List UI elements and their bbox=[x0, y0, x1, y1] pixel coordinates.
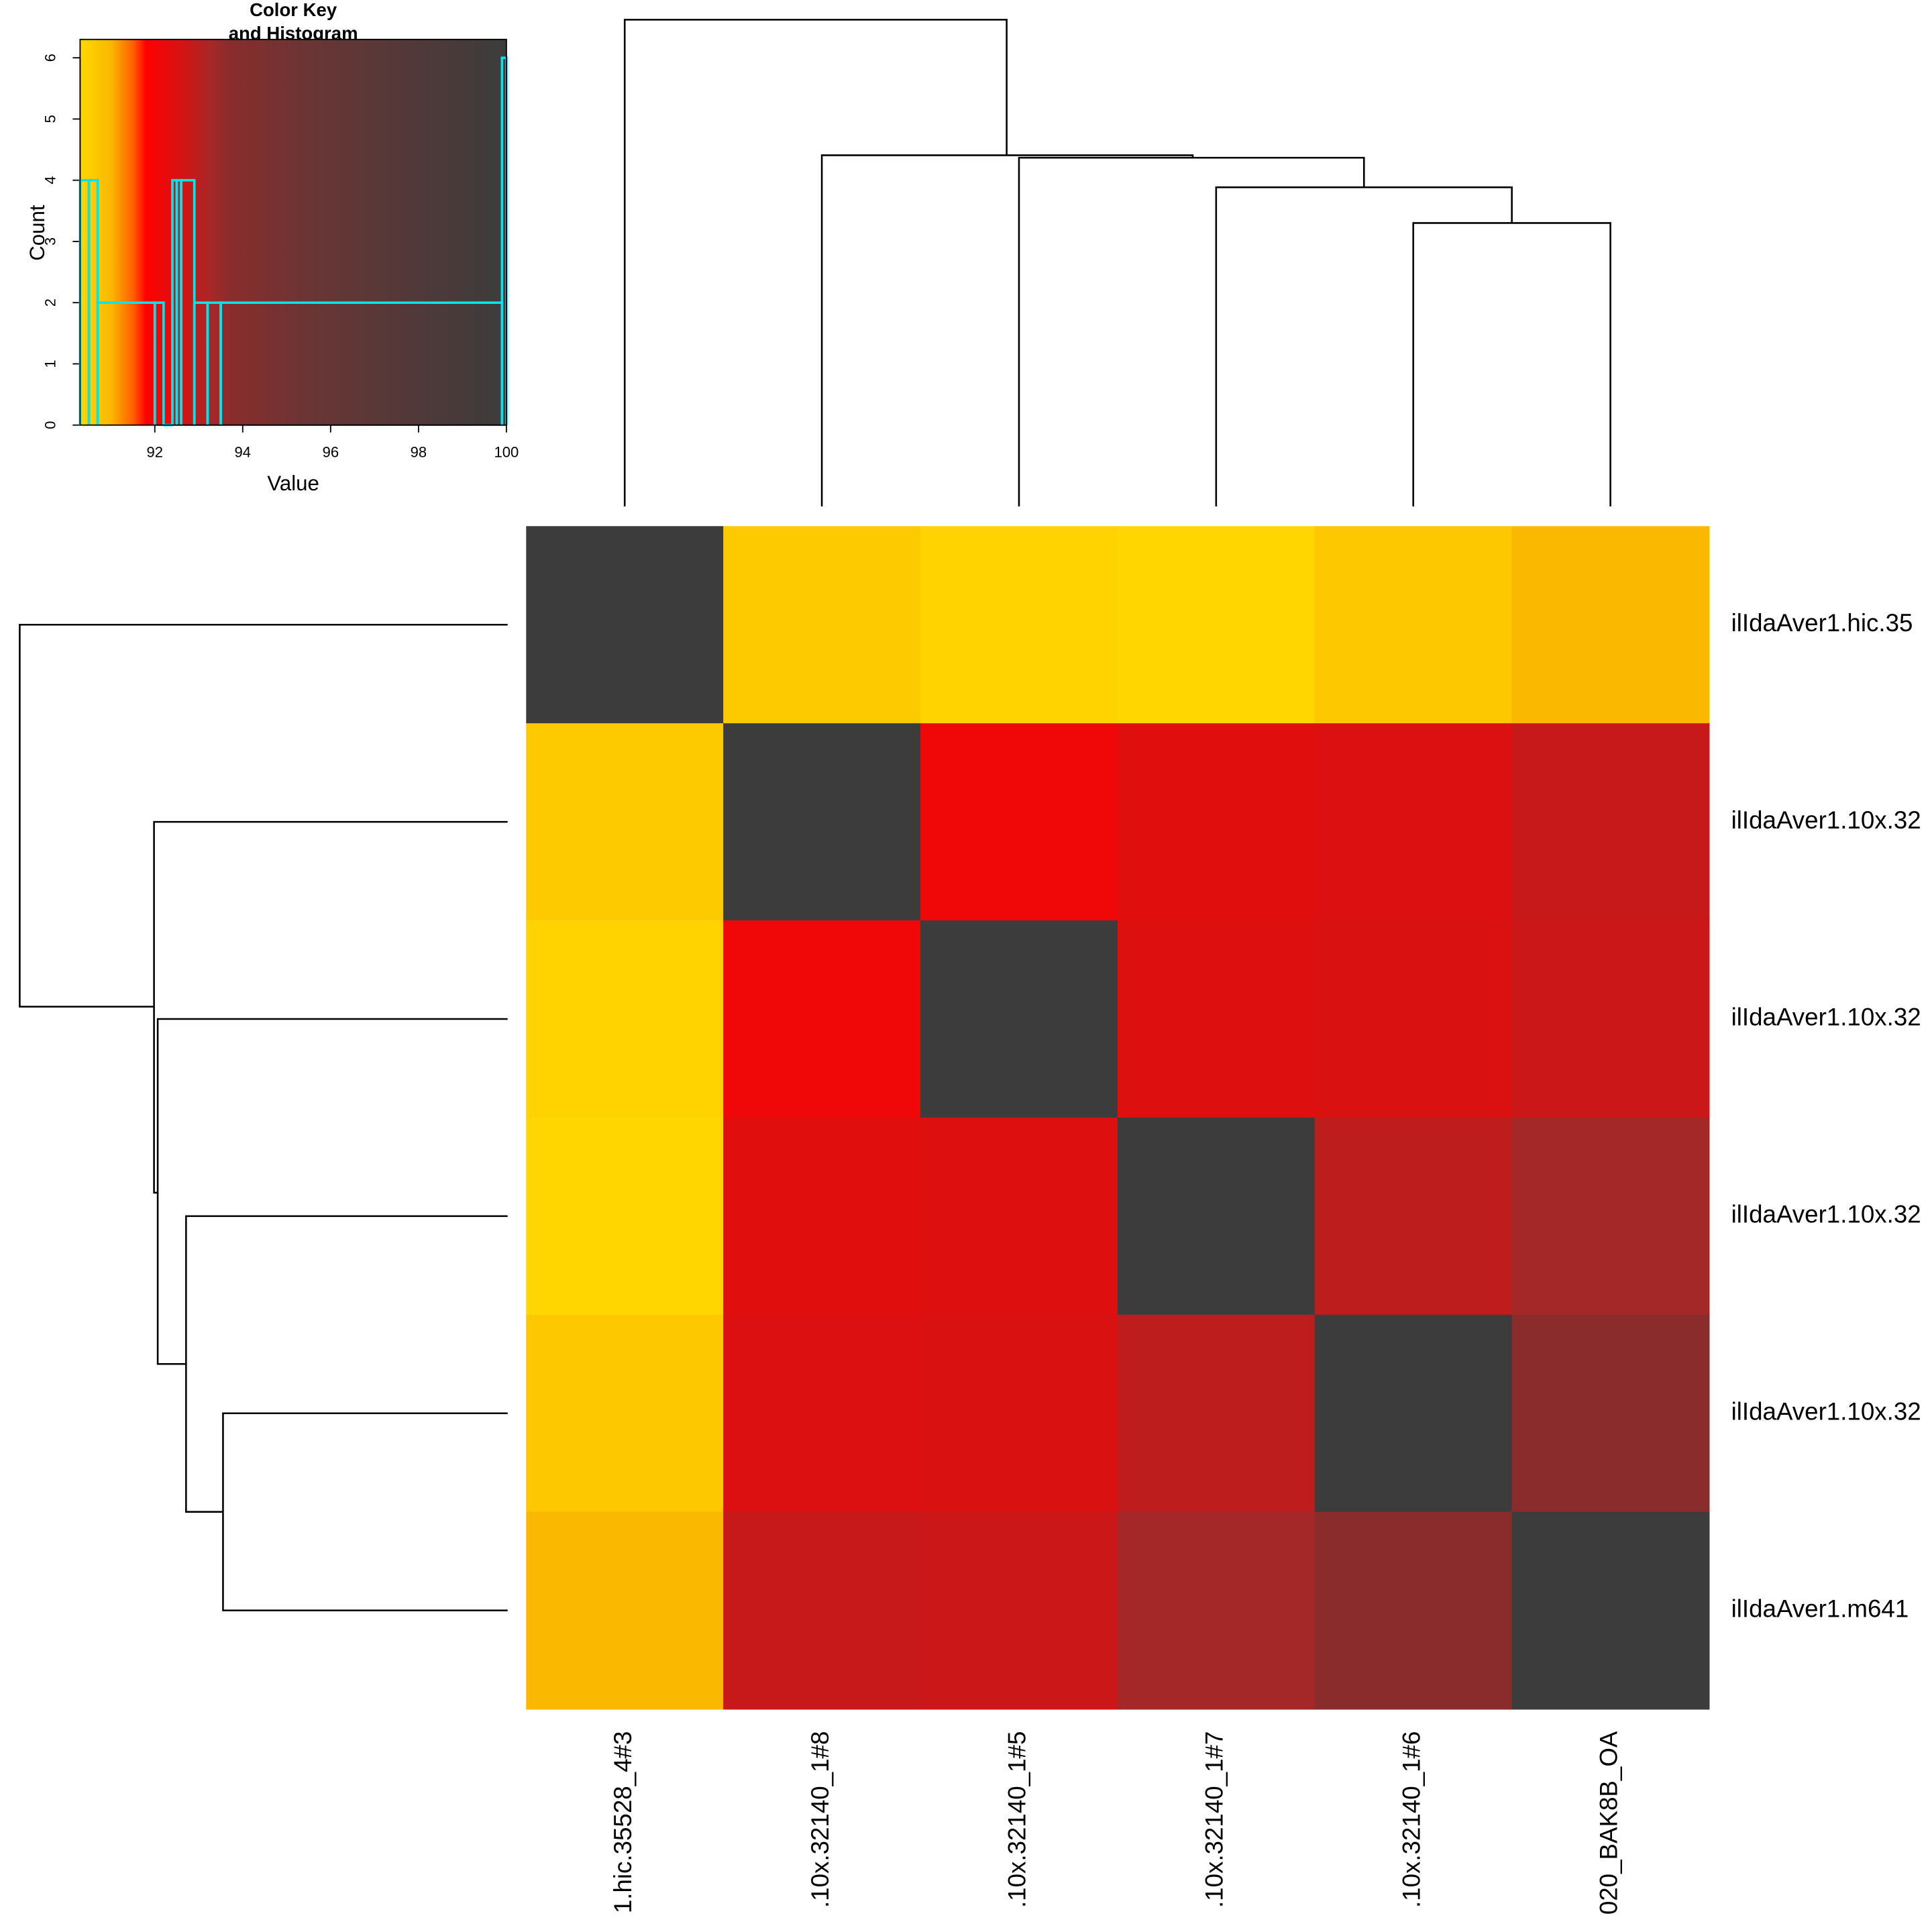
y-tick-label: 6 bbox=[42, 54, 59, 62]
heatmap-cell bbox=[526, 1314, 724, 1513]
heatmap-cell bbox=[1511, 1511, 1710, 1710]
heatmap-cell bbox=[723, 526, 921, 724]
y-tick-label: 1 bbox=[42, 360, 59, 368]
column-dendrogram bbox=[623, 19, 1611, 506]
column-label: .10x.32140_1#8 bbox=[806, 1731, 834, 1908]
x-axis-label: Value bbox=[267, 472, 319, 495]
row-label: ilIdaAver1.10x.32 bbox=[1731, 1004, 1921, 1031]
y-axis-label: Count bbox=[25, 205, 49, 261]
row-dendrogram bbox=[19, 623, 508, 1611]
heatmap-cell bbox=[1511, 1117, 1710, 1316]
color-key bbox=[80, 39, 506, 425]
heatmap-cell bbox=[1511, 526, 1710, 724]
heatmap-cell bbox=[920, 526, 1118, 724]
y-tick-label: 4 bbox=[42, 176, 59, 184]
heatmap-cell bbox=[920, 1117, 1118, 1316]
heatmap-cell bbox=[1314, 1314, 1513, 1513]
x-tick-label: 92 bbox=[147, 443, 164, 460]
heatmap-cell bbox=[920, 920, 1118, 1118]
x-tick-label: 94 bbox=[235, 443, 252, 460]
heatmap-cell bbox=[723, 723, 921, 921]
histogram-bin bbox=[153, 301, 165, 425]
heatmap-cell bbox=[920, 1511, 1118, 1710]
key-title: Color Key bbox=[250, 0, 337, 20]
heatmap-cell bbox=[1117, 1314, 1316, 1513]
y-tick-label: 2 bbox=[42, 299, 59, 307]
row-label: ilIdaAver1.10x.32 bbox=[1731, 806, 1921, 834]
column-label: 020_BAK8B_OA bbox=[1595, 1731, 1622, 1915]
heatmap-cell bbox=[1314, 920, 1513, 1118]
heatmap-cell bbox=[526, 1511, 724, 1710]
key-frame bbox=[79, 38, 507, 426]
row-label: ilIdaAver1.m641 bbox=[1731, 1595, 1909, 1622]
x-tick-label: 96 bbox=[323, 443, 339, 460]
y-tick-label: 5 bbox=[42, 115, 59, 123]
heatmap-cell bbox=[723, 1314, 921, 1513]
y-tick-label: 0 bbox=[42, 421, 59, 429]
heatmap-cell bbox=[1117, 920, 1316, 1118]
heatmap-cell bbox=[1511, 723, 1710, 921]
dendrogram-branch bbox=[623, 19, 1611, 506]
row-label: ilIdaAver1.hic.35 bbox=[1731, 609, 1913, 637]
heatmap-cell bbox=[920, 723, 1118, 921]
row-label: ilIdaAver1.10x.32 bbox=[1731, 1201, 1921, 1228]
heatmap-cell bbox=[1511, 920, 1710, 1118]
heatmap-cell bbox=[723, 1511, 921, 1710]
row-label: ilIdaAver1.10x.32 bbox=[1731, 1397, 1921, 1425]
heatmap-cell bbox=[526, 920, 724, 1118]
x-tick-label: 100 bbox=[494, 443, 519, 460]
heatmap-cell bbox=[1314, 1117, 1513, 1316]
heatmap-cell bbox=[1314, 723, 1513, 921]
heatmap-cell bbox=[526, 526, 724, 724]
heatmap-cell bbox=[1117, 526, 1316, 724]
heatmap-cell bbox=[920, 1314, 1118, 1513]
heatmap-cell bbox=[1117, 1511, 1316, 1710]
heatmap-cell bbox=[723, 920, 921, 1118]
dendrogram-branch bbox=[19, 623, 508, 1611]
column-label: .10x.32140_1#6 bbox=[1397, 1731, 1425, 1908]
y-tick-label: 3 bbox=[42, 237, 59, 246]
heatmap-cell bbox=[1117, 1117, 1316, 1316]
x-tick-label: 98 bbox=[411, 443, 427, 460]
heatmap-cell bbox=[1314, 526, 1513, 724]
heatmap-cell bbox=[1314, 1511, 1513, 1710]
column-label: .10x.32140_1#7 bbox=[1201, 1731, 1228, 1908]
heatmap-cell bbox=[1511, 1314, 1710, 1513]
heatmap-cell bbox=[526, 1117, 724, 1316]
heatmap-cell bbox=[526, 723, 724, 921]
column-label: .10x.32140_1#5 bbox=[1004, 1731, 1031, 1908]
column-label: 1.hic.35528_4#3 bbox=[609, 1731, 637, 1914]
heatmap-cell bbox=[723, 1117, 921, 1316]
heatmap-cell bbox=[1117, 723, 1316, 921]
